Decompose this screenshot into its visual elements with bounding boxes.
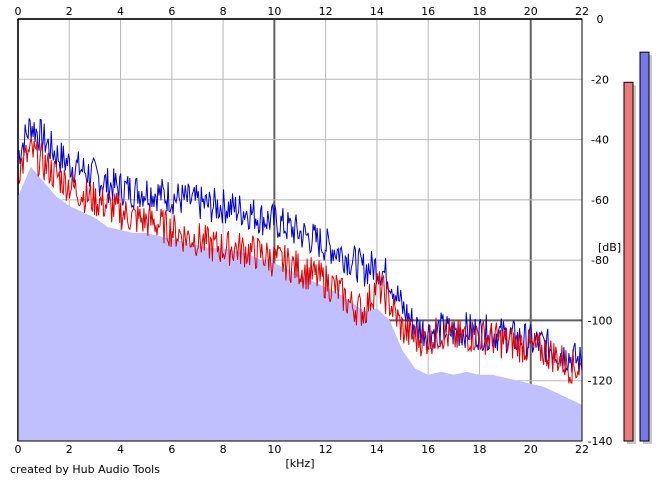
- y-axis-label: [dB]: [598, 241, 621, 254]
- x-tick-label-top: 14: [370, 5, 384, 18]
- x-tick-label-bottom: 20: [524, 443, 538, 456]
- x-tick-label-bottom: 0: [15, 443, 22, 456]
- x-tick-label-bottom: 18: [472, 443, 486, 456]
- y-tick-label: -100: [588, 314, 613, 327]
- y-tick-label: -20: [591, 73, 609, 86]
- series-line-red: [17, 137, 583, 384]
- y-tick-label: -80: [591, 254, 609, 267]
- level-meter-left: [623, 81, 634, 442]
- x-tick-label-top: 10: [267, 5, 281, 18]
- y-tick-label: -140: [588, 435, 613, 448]
- spectrum-fill: [18, 166, 582, 441]
- x-tick-label-bottom: 12: [319, 443, 333, 456]
- level-meter-right: [639, 51, 650, 442]
- series-layer: [17, 118, 583, 384]
- x-axis-label: [kHz]: [286, 457, 315, 470]
- x-tick-label-top: 18: [472, 5, 486, 18]
- x-tick-label-bottom: 2: [66, 443, 73, 456]
- x-tick-label-bottom: 10: [267, 443, 281, 456]
- x-tick-label-top: 6: [168, 5, 175, 18]
- x-tick-label-top: 2: [66, 5, 73, 18]
- y-tick-label: -40: [591, 134, 609, 147]
- x-tick-label-bottom: 14: [370, 443, 384, 456]
- level-meters: [623, 51, 652, 445]
- credit-text: created by Hub Audio Tools: [10, 463, 160, 476]
- x-tick-label-top: 12: [319, 5, 333, 18]
- x-tick-label-bottom: 8: [220, 443, 227, 456]
- x-tick-label-top: 16: [421, 5, 435, 18]
- x-tick-label-bottom: 22: [575, 443, 589, 456]
- x-tick-label-top: 20: [524, 5, 538, 18]
- spectrum-fill-area: [18, 166, 582, 441]
- y-tick-label: 0: [597, 13, 604, 26]
- y-tick-labels: 0 -20 -40 -60 -80 -100 -120 -140: [588, 13, 613, 448]
- y-tick-label: -120: [588, 375, 613, 388]
- x-tick-label-top: 4: [117, 5, 124, 18]
- y-tick-label: -60: [591, 194, 609, 207]
- x-tick-label-bottom: 4: [117, 443, 124, 456]
- x-tick-label-top: 22: [575, 5, 589, 18]
- x-tick-labels-top: 0 2 4 6 8 10 12 14 16 18 20 22: [15, 5, 590, 18]
- x-tick-label-top: 8: [220, 5, 227, 18]
- x-tick-label-bottom: 16: [421, 443, 435, 456]
- plot-frame: [17, 18, 583, 442]
- x-tick-labels-bottom: 0 2 4 6 8 10 12 14 16 18 20 22: [15, 443, 590, 456]
- x-tick-label-bottom: 6: [168, 443, 175, 456]
- series-line-blue: [17, 118, 583, 375]
- x-tick-label-top: 0: [15, 5, 22, 18]
